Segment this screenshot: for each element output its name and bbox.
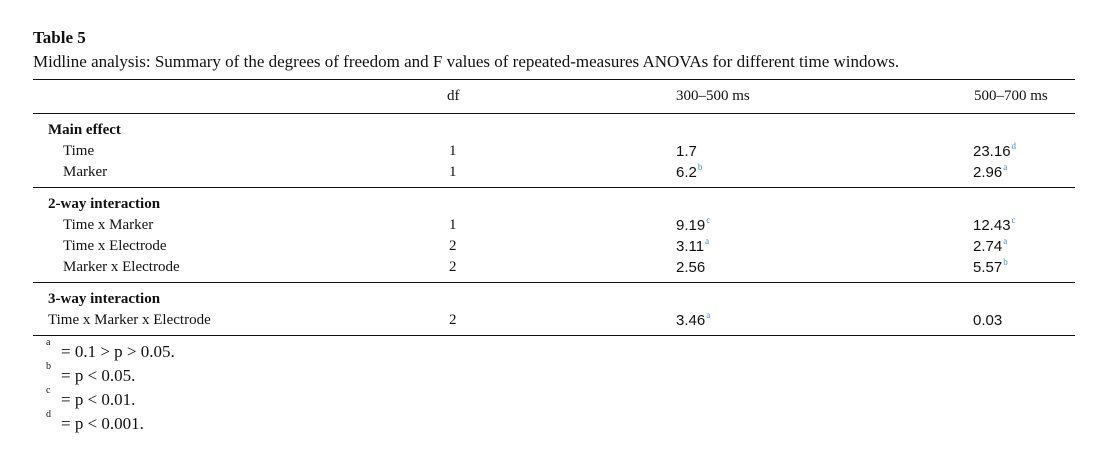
- f-value-number: 6.2: [676, 164, 697, 181]
- f-value-300-500: 3.46a: [676, 310, 710, 333]
- table-row: Time 1 1.7 23.16d: [33, 141, 1075, 162]
- footnote: b = p < 0.05.: [33, 361, 1075, 388]
- header-300-500: 300–500 ms: [676, 88, 750, 104]
- f-value-500-700: 2.74a: [973, 236, 1007, 259]
- f-value-number: 9.19: [676, 217, 706, 234]
- group-row: Main effect: [33, 120, 1075, 141]
- group-title: Main effect: [48, 122, 121, 138]
- f-value-500-700: 5.57b: [973, 257, 1008, 280]
- f-value-number: 2.96: [973, 164, 1003, 181]
- f-value-number: 2.56: [676, 259, 706, 276]
- f-value-500-700: 2.96a: [973, 162, 1007, 185]
- row-label: Time: [63, 143, 95, 159]
- df-value: 2: [449, 259, 457, 275]
- group-rule: [33, 282, 1075, 283]
- row-label: Time x Marker: [63, 217, 154, 233]
- f-value-number: 0.03: [973, 312, 1003, 329]
- footnote: d = p < 0.001.: [33, 409, 1075, 436]
- footnote-marker: b: [697, 162, 703, 172]
- footnote-text: = p < 0.05.: [61, 366, 136, 385]
- df-value: 1: [449, 164, 457, 180]
- footnote-marker: d: [1011, 141, 1017, 151]
- footnote-marker: c: [706, 215, 711, 225]
- footnote-mark: b: [46, 361, 51, 372]
- footnote-mark: c: [46, 385, 51, 396]
- header-rule: [33, 113, 1075, 114]
- footnote: a = 0.1 > p > 0.05.: [33, 337, 1075, 364]
- f-value-300-500: 6.2b: [676, 162, 702, 185]
- bottom-rule: [33, 335, 1075, 336]
- f-value-300-500: 2.56: [676, 257, 705, 278]
- f-value-number: 1.7: [676, 143, 697, 160]
- table-label: Table 5: [33, 28, 86, 47]
- group-row: 3-way interaction: [33, 289, 1075, 310]
- table-row: Marker 1 6.2b 2.96a: [33, 162, 1075, 183]
- row-label: Marker: [63, 164, 108, 180]
- footnote-marker: c: [1011, 215, 1016, 225]
- group-title: 3-way interaction: [48, 291, 161, 307]
- f-value-number: 5.57: [973, 259, 1003, 276]
- top-rule: [33, 79, 1075, 80]
- group-rule: [33, 187, 1075, 188]
- df-value: 2: [449, 312, 457, 328]
- header-df: df: [447, 88, 460, 104]
- footnote: c = p < 0.01.: [33, 385, 1075, 412]
- row-label: Marker x Electrode: [63, 259, 180, 275]
- footnote-marker: a: [1003, 236, 1008, 246]
- footnote-marker: a: [706, 310, 711, 320]
- row-label: Time x Electrode: [63, 238, 167, 254]
- table-row: Time x Electrode 2 3.11a 2.74a: [33, 236, 1075, 257]
- f-value-300-500: 3.11a: [676, 236, 709, 259]
- f-value-300-500: 1.7: [676, 141, 697, 162]
- df-value: 2: [449, 238, 457, 254]
- footnote-mark: d: [46, 409, 51, 420]
- f-value-number: 12.43: [973, 217, 1011, 234]
- footnote-text: = p < 0.01.: [61, 390, 136, 409]
- f-value-number: 3.46: [676, 312, 706, 329]
- f-value-300-500: 9.19c: [676, 215, 710, 238]
- table-row: Time x Marker x Electrode 2 3.46a 0.03: [33, 310, 1075, 331]
- f-value-500-700: 23.16d: [973, 141, 1016, 164]
- f-value-number: 3.11: [676, 238, 705, 255]
- group-title: 2-way interaction: [48, 196, 161, 212]
- footnote-text: = 0.1 > p > 0.05.: [61, 342, 175, 361]
- group-row: 2-way interaction: [33, 194, 1075, 215]
- header-row: df 300–500 ms 500–700 ms: [33, 80, 1075, 113]
- header-500-700: 500–700 ms: [974, 88, 1048, 104]
- table-body: Main effect Time 1 1.7 23.16d Marker 1 6.2b 2.96…: [33, 114, 1075, 336]
- df-value: 1: [449, 143, 457, 159]
- table-row: Marker x Electrode 2 2.56 5.57b: [33, 257, 1075, 278]
- f-value-500-700: 12.43c: [973, 215, 1016, 238]
- footnote-marker: b: [1003, 257, 1008, 267]
- df-value: 1: [449, 217, 457, 233]
- footnote-mark: a: [46, 337, 51, 348]
- footnote-marker: a: [1003, 162, 1008, 172]
- table-caption: Midline analysis: Summary of the degrees…: [33, 52, 900, 71]
- footnote-marker: a: [705, 236, 710, 246]
- f-value-number: 23.16: [973, 143, 1011, 160]
- f-value-number: 2.74: [973, 238, 1003, 255]
- row-label: Time x Marker x Electrode: [48, 312, 211, 328]
- table-container: Table 5 Midline analysis: Summary of the…: [33, 28, 1075, 436]
- f-value-500-700: 0.03: [973, 310, 1002, 331]
- footnotes: a = 0.1 > p > 0.05. b = p < 0.05. c = p < 0.0…: [33, 337, 1075, 436]
- table-row: Time x Marker 1 9.19c 12.43c: [33, 215, 1075, 236]
- footnote-text: = p < 0.001.: [61, 414, 144, 433]
